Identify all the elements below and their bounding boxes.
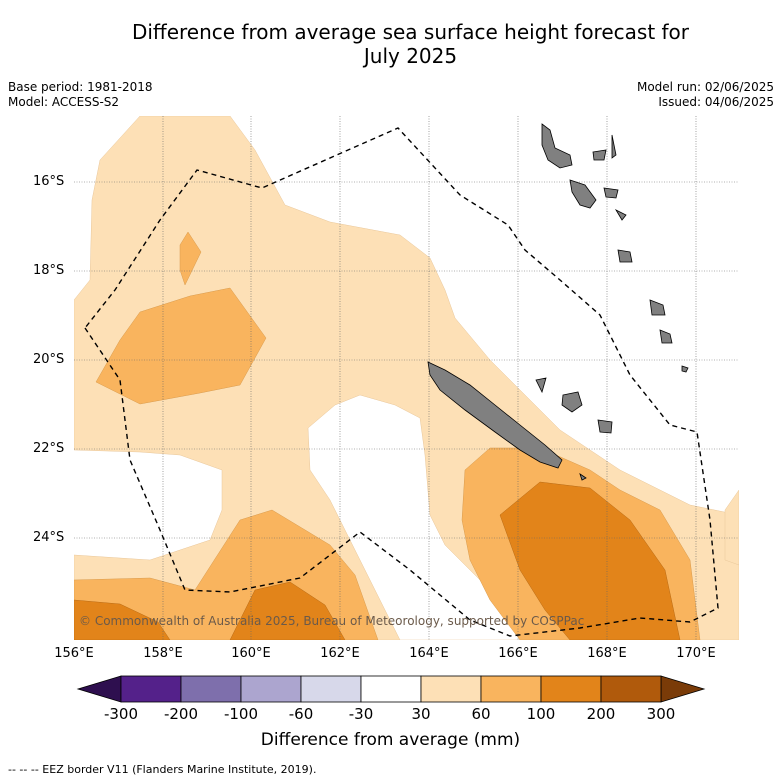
- colorbar-tick-label: 300: [646, 705, 676, 723]
- contour-60-100-small: [179, 231, 202, 286]
- colorbar-high-extend: [660, 675, 706, 703]
- colorbar-label: Difference from average (mm): [260, 730, 521, 750]
- contour-60-100-west: [95, 287, 267, 405]
- colorbar-tick-label: 60: [471, 705, 491, 723]
- copyright-notice: © Commonwealth of Australia 2025, Bureau…: [79, 614, 585, 628]
- colorbar-swatch: [300, 675, 362, 703]
- loyalty-islands: [535, 377, 613, 434]
- title-line-2: July 2025: [363, 44, 458, 68]
- land-masses: [427, 123, 689, 481]
- lon-label-168e: 168°E: [587, 646, 627, 661]
- eez-footnote: -- -- -- EEZ border V11 (Flanders Marine…: [8, 763, 317, 776]
- colorbar: [76, 675, 706, 703]
- lon-label-164e: 164°E: [409, 646, 449, 661]
- colorbar-tick-label: -60: [288, 705, 314, 723]
- colorbar-swatch: [600, 675, 662, 703]
- model-name: Model: ACCESS-S2: [8, 95, 120, 109]
- lat-label-24s: 24°S: [33, 530, 65, 545]
- gridlines: [74, 116, 739, 640]
- lat-label-16s: 16°S: [33, 174, 65, 189]
- lon-label-156e: 156°E: [54, 646, 94, 661]
- colorbar-swatch: [480, 675, 542, 703]
- contour-100-200-south-mid: [229, 581, 346, 640]
- meta-right: Model run: 02/06/2025 Issued: 04/06/2025: [637, 80, 774, 110]
- colorbar-swatch: [120, 675, 182, 703]
- lat-label-20s: 20°S: [33, 352, 65, 367]
- colorbar-low-extend: [76, 675, 122, 703]
- vanuatu-north: [541, 123, 573, 169]
- lon-label-166e: 166°E: [498, 646, 538, 661]
- contour-100-200-east: [499, 481, 681, 640]
- contour-100-200-south: [74, 599, 171, 640]
- colorbar-tick-label: 100: [526, 705, 556, 723]
- meta-left: Base period: 1981-2018 Model: ACCESS-S2: [8, 80, 153, 110]
- lon-label-158e: 158°E: [143, 646, 183, 661]
- lat-label-22s: 22°S: [33, 441, 65, 456]
- contour-layer: [74, 116, 739, 640]
- colorbar-swatch: [420, 675, 482, 703]
- colorbar-tick-label: 200: [586, 705, 616, 723]
- colorbar-swatch: [360, 675, 422, 703]
- colorbar-tick-label: -300: [103, 705, 139, 723]
- vanuatu-south: [579, 209, 689, 481]
- colorbar-tick-label: -200: [163, 705, 199, 723]
- contour-30-60-east: [724, 489, 739, 566]
- title-line-1: Difference from average sea surface heig…: [131, 20, 690, 44]
- model-run: Model run: 02/06/2025: [636, 80, 774, 94]
- issued-date: Issued: 04/06/2025: [658, 95, 774, 109]
- lon-label-162e: 162°E: [320, 646, 360, 661]
- lat-label-18s: 18°S: [33, 263, 65, 278]
- colorbar-swatch: [180, 675, 242, 703]
- colorbar-tick-label: 30: [411, 705, 431, 723]
- colorbar-tick-label: -100: [223, 705, 259, 723]
- colorbar-tick-label: -30: [348, 705, 374, 723]
- base-period: Base period: 1981-2018: [8, 80, 153, 94]
- lon-label-170e: 170°E: [676, 646, 716, 661]
- colorbar-swatch: [240, 675, 302, 703]
- map-title: Difference from average sea surface heig…: [0, 20, 781, 68]
- colorbar-swatch: [540, 675, 602, 703]
- new-caledonia-island: [427, 361, 563, 469]
- lon-label-160e: 160°E: [231, 646, 271, 661]
- vanuatu-mid: [569, 134, 619, 209]
